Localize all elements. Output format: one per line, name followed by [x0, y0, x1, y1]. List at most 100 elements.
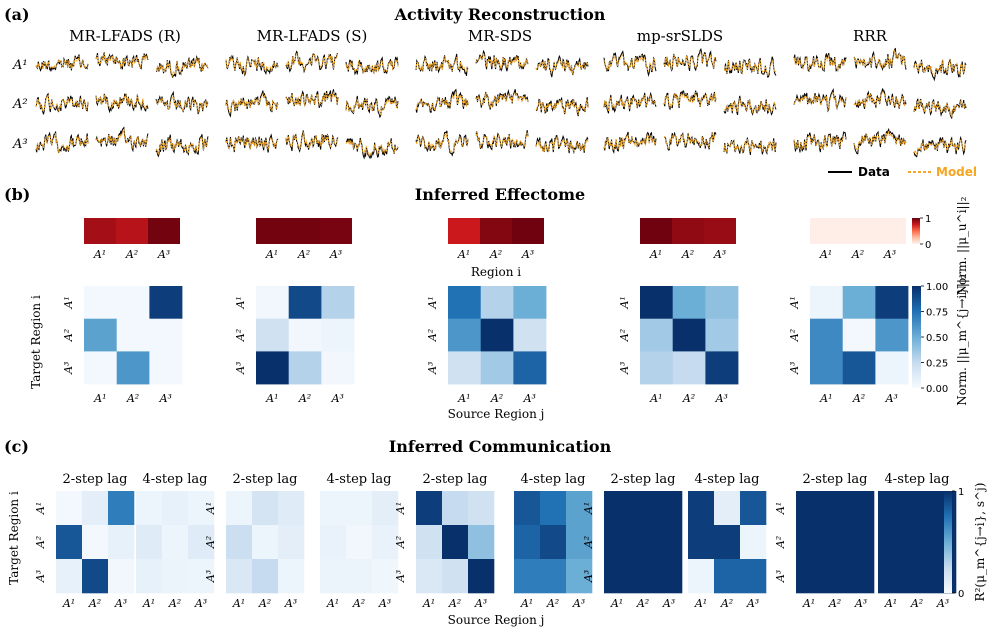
- model-trace: [535, 59, 589, 75]
- legend-model-label: Model: [936, 165, 977, 179]
- r2-ytick: A²: [774, 536, 787, 549]
- comm-norm-cell: [480, 351, 514, 385]
- panel-b-title: Inferred Effectome: [415, 185, 585, 204]
- r2-cell: [688, 525, 715, 560]
- r2-cell: [188, 559, 215, 594]
- input-norm-cell: [810, 218, 842, 244]
- r2-cell: [714, 525, 741, 560]
- input-norm-cell: [448, 218, 480, 244]
- r2-cell: [226, 559, 253, 594]
- model-trace: [415, 56, 469, 73]
- r2-xtick: A¹: [520, 597, 533, 610]
- r2-cell: [416, 525, 443, 560]
- comm-norm-xtick: A¹: [819, 392, 832, 405]
- r2-cell: [930, 559, 957, 594]
- comm-norm-ytick: A¹: [234, 296, 247, 309]
- region-row-label: A¹: [12, 58, 28, 73]
- r2-cell: [878, 559, 905, 594]
- r2-cell: [56, 491, 83, 526]
- r2-cell: [656, 525, 683, 560]
- input-norm-cell: [288, 218, 320, 244]
- region-row-label: A²: [12, 97, 28, 112]
- comm-norm-cell: [842, 351, 876, 385]
- comm-norm-ytick: A²: [234, 329, 247, 342]
- r2-cell: [252, 491, 279, 526]
- lag-title: 2-step lag: [611, 472, 676, 487]
- r2-ytick: A³: [394, 570, 407, 583]
- r2-cell: [904, 491, 931, 526]
- r2-cell: [930, 525, 957, 560]
- r2-xtick: A²: [258, 597, 271, 610]
- panel-c-title: Inferred Communication: [389, 437, 612, 456]
- comm-cb-tick: 0.00: [926, 384, 948, 395]
- data-trace: [415, 88, 469, 113]
- r2-colorbar-label: R²(μ_m^{j→i}, s^j): [973, 483, 987, 602]
- comm-norm-cell: [480, 318, 514, 352]
- input-norm-colorbar-label: Norm. ||μ_u^i||₂: [955, 196, 969, 295]
- comm-norm-ytick: A²: [618, 329, 631, 342]
- r2-ytick: A²: [204, 536, 217, 549]
- r2-cb-tick-max: 1: [958, 487, 964, 498]
- model-trace: [663, 132, 717, 149]
- r2-cell: [656, 559, 683, 594]
- comm-norm-cell: [672, 286, 706, 319]
- r2-ytick: A²: [582, 536, 595, 549]
- comm-norm-xtick: A¹: [265, 392, 278, 405]
- model-trace: [603, 134, 657, 151]
- comm-norm-cell: [705, 351, 739, 385]
- r2-cell: [848, 491, 875, 526]
- comm-norm-xtick: A²: [682, 392, 695, 405]
- r2-cell: [252, 525, 279, 560]
- r2-cell: [346, 491, 373, 526]
- r2-xtick: A²: [546, 597, 559, 610]
- model-trace: [853, 90, 907, 108]
- r2-cell: [416, 559, 443, 594]
- r2-cell: [740, 525, 767, 560]
- r2-cell: [540, 559, 567, 594]
- comm-norm-xtick: A³: [331, 392, 344, 405]
- comm-norm-cell: [256, 351, 289, 385]
- r2-cell: [346, 525, 373, 560]
- model-trace: [155, 136, 209, 155]
- r2-cell: [162, 559, 189, 594]
- model-trace: [853, 130, 907, 152]
- model-trace: [475, 132, 529, 149]
- r2-ytick: A¹: [774, 502, 787, 515]
- comm-norm-cell: [149, 351, 183, 385]
- model-trace: [35, 94, 89, 112]
- r2-cell: [468, 525, 495, 560]
- r2-cell: [604, 525, 631, 560]
- model-trace: [345, 98, 399, 117]
- input-norm-xtick: A²: [489, 248, 502, 261]
- r2-cell: [320, 525, 347, 560]
- comm-norm-cell: [705, 286, 739, 319]
- comm-norm-xtick: A³: [159, 392, 172, 405]
- comm-cb-tick: 0.50: [926, 333, 948, 344]
- r2-cell: [278, 559, 305, 594]
- comm-norm-xtick: A²: [126, 392, 139, 405]
- data-trace: [225, 54, 279, 77]
- r2-cell: [930, 491, 957, 526]
- input-norm-cell: [320, 218, 352, 244]
- r2-cell: [442, 525, 469, 560]
- r2-cell: [416, 491, 443, 526]
- r2-cell: [226, 491, 253, 526]
- lag-title: 2-step lag: [423, 472, 488, 487]
- r2-cell: [372, 525, 399, 560]
- r2-xtick: A¹: [142, 597, 155, 610]
- r2-cell: [630, 491, 657, 526]
- comm-norm-cell: [513, 351, 547, 385]
- comm-norm-cell: [116, 318, 150, 352]
- effectome-top-xlabel: Region i: [471, 265, 521, 279]
- r2-xtick: A²: [168, 597, 181, 610]
- comm-norm-cell: [810, 318, 843, 352]
- comm-norm-xtick: A¹: [93, 392, 106, 405]
- comm-norm-cell: [321, 351, 355, 385]
- r2-xtick: A²: [910, 597, 923, 610]
- r2-xtick: A¹: [884, 597, 897, 610]
- data-trace: [853, 47, 907, 72]
- r2-xtick: A³: [662, 597, 675, 610]
- r2-cell: [108, 491, 135, 526]
- model-trace: [663, 52, 717, 71]
